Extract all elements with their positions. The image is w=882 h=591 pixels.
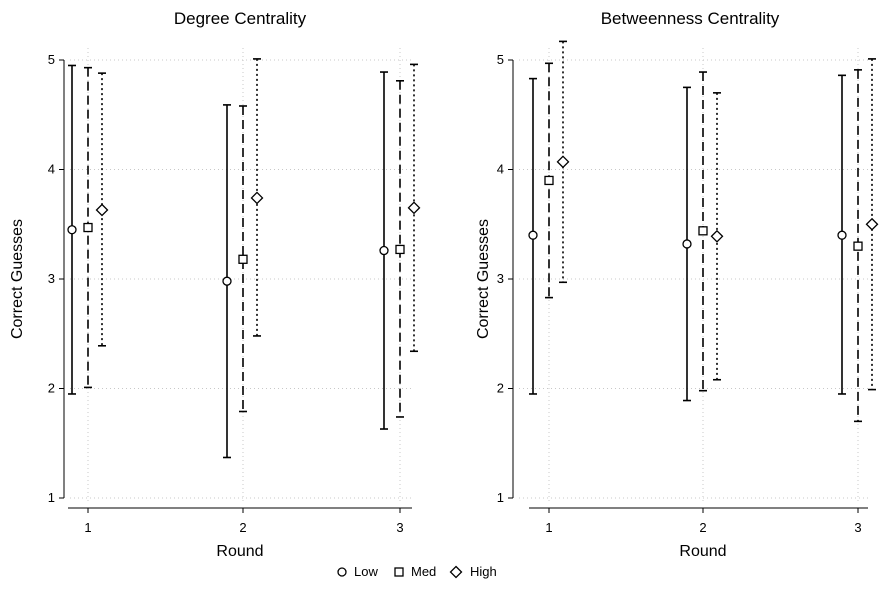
error-bar [222,104,232,459]
error-bar [379,71,389,430]
y-tick-label: 5 [48,52,55,67]
data-point-low [528,230,538,240]
error-bar [83,66,93,389]
y-tick-label: 1 [497,490,504,505]
data-point-high [865,217,879,231]
x-axis-title: Round [679,543,726,560]
data-point-low [67,225,77,235]
chart-title: Degree Centrality [174,9,307,28]
x-tick-label: 3 [396,520,403,535]
data-point-high [556,155,570,169]
error-bar [865,58,879,391]
x-tick-label: 1 [545,520,552,535]
data-point-med [698,226,708,236]
error-bar [407,63,421,353]
x-tick-label: 3 [854,520,861,535]
data-point-med [238,254,248,264]
error-bar [528,77,538,395]
error-bar [250,58,264,337]
y-tick-label: 4 [48,162,55,177]
legend: Low Med High [337,564,497,579]
data-point-high [407,201,421,215]
data-point-med [395,244,405,255]
legend-label: Med [411,564,436,579]
data-point-high [95,203,109,217]
y-axis-title: Correct Guesses [9,219,26,339]
chart-panel: Betweenness Centrality 1 2 3 4 5 Correct Guess… [475,9,879,560]
chart-title: Betweenness Centrality [601,9,780,28]
error-bar [710,92,724,381]
data-point-low [682,239,692,249]
y-axis-title: Correct Guesses [475,219,492,339]
error-bar [395,80,405,418]
square-icon [394,567,404,577]
data-point-med [83,222,93,233]
legend-item: Med [394,564,436,579]
data-point-low [222,276,232,286]
data-point-high [710,229,724,243]
legend-label: High [470,564,497,579]
error-bar [95,72,109,347]
x-axis-title: Round [216,543,263,560]
y-tick-label: 5 [497,52,504,67]
error-bar [682,86,692,402]
data-point-low [837,230,847,240]
diamond-icon [449,565,463,579]
legend-item: High [449,564,497,579]
data-point-high [250,191,264,205]
error-bar [853,69,863,423]
y-tick-label: 1 [48,490,55,505]
x-tick-label: 1 [84,520,91,535]
y-tick-label: 4 [497,162,504,177]
error-bar [67,64,77,395]
data-point-med [853,241,863,251]
error-bar [556,40,570,284]
error-bar [837,74,847,395]
circle-icon [337,567,347,577]
y-tick-label: 3 [497,271,504,286]
x-tick-label: 2 [699,520,706,535]
error-bar [698,71,708,392]
x-tick-label: 2 [239,520,246,535]
legend-label: Low [354,564,378,579]
error-bar [238,105,248,413]
data-point-low [379,245,389,256]
data-point-med [544,175,554,186]
chart-panel: Degree Centrality 1 2 3 4 5 Correct Guesses 1 2 3… [9,9,421,560]
y-tick-label: 2 [497,381,504,396]
error-bar [544,62,554,299]
y-tick-label: 3 [48,271,55,286]
legend-item: Low [337,564,378,579]
y-tick-label: 2 [48,381,55,396]
